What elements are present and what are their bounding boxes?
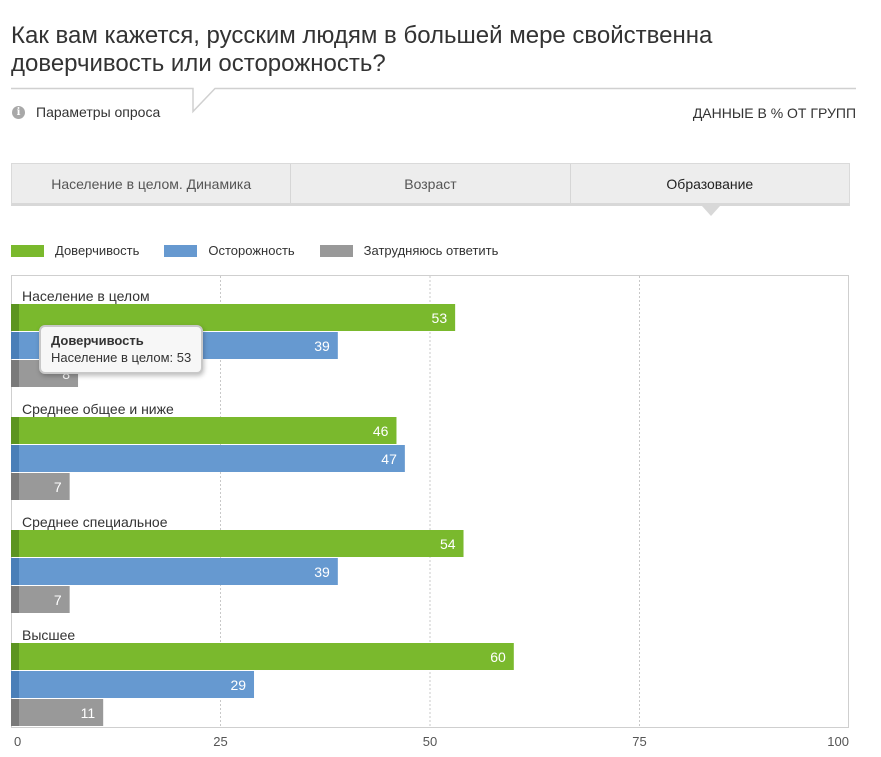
bar-value-label: 8 (62, 366, 70, 382)
active-tab-pointer (702, 206, 720, 216)
bar-value-label: 60 (490, 649, 506, 665)
bar-value-label: 54 (440, 536, 456, 552)
legend-label: Осторожность (208, 243, 295, 258)
survey-params-link[interactable]: i Параметры опроса (12, 104, 160, 120)
bar (11, 530, 464, 557)
bar (11, 445, 405, 472)
chart-legend: Доверчивость Осторожность Затрудняюсь от… (11, 243, 523, 258)
page-title: Как вам кажется, русским людям в большей… (11, 22, 713, 77)
category-label: Высшее (22, 627, 75, 643)
units-label: ДАННЫЕ В % ОТ ГРУПП (692, 105, 856, 121)
chart-plot-area (11, 275, 849, 728)
bar-marker (11, 473, 19, 500)
tooltip-title: Доверчивость (51, 333, 144, 348)
bar (11, 473, 70, 500)
category-label: Население в целом (22, 288, 150, 304)
bar-marker (11, 360, 19, 387)
category-label: Среднее общее и ниже (22, 401, 174, 417)
x-tick-label: 100 (827, 734, 849, 749)
bar-marker (11, 417, 19, 444)
legend-item-caution[interactable]: Осторожность (164, 243, 295, 258)
legend-swatch-trust (11, 244, 44, 257)
tab-bar: Население в целом. Динамика Возраст Обра… (11, 163, 850, 206)
bar-marker (11, 558, 19, 585)
tab-label: Образование (666, 175, 754, 192)
tab-age[interactable]: Возраст (291, 164, 571, 203)
bar-marker (11, 332, 19, 359)
bar (11, 586, 70, 613)
bar-value-label: 47 (381, 451, 397, 467)
header-divider (11, 87, 856, 114)
survey-params-label: Параметры опроса (36, 104, 161, 120)
tooltip-text: Население в целом: 53 (51, 350, 192, 365)
tab-population-dynamics[interactable]: Население в целом. Динамика (12, 164, 292, 203)
bar-value-label: 29 (230, 677, 246, 693)
bar-value-label: 39 (314, 338, 330, 354)
bar-marker (11, 445, 19, 472)
chart-tooltip: Доверчивость Население в целом: 53 (39, 325, 204, 374)
bar-marker (11, 699, 19, 726)
bar-marker (11, 671, 19, 698)
bar-marker (11, 530, 19, 557)
bar-marker (11, 643, 19, 670)
bar-value-label: 7 (54, 592, 62, 608)
x-tick-label: 75 (632, 734, 646, 749)
bar-value-label: 39 (314, 564, 330, 580)
legend-swatch-caution (164, 244, 198, 257)
legend-item-trust[interactable]: Доверчивость (11, 243, 139, 258)
bar (11, 417, 397, 444)
bar (11, 699, 104, 726)
bar-value-label: 53 (432, 310, 448, 326)
bar-marker (11, 586, 19, 613)
tab-label: Возраст (404, 175, 457, 192)
bar-value-label: 11 (81, 705, 96, 721)
category-label: Среднее специальное (22, 514, 168, 530)
bar-value-label: 46 (373, 423, 389, 439)
bar (11, 558, 338, 585)
legend-item-undecided[interactable]: Затрудняюсь ответить (319, 243, 499, 258)
x-tick-label: 0 (14, 734, 21, 749)
info-icon: i (12, 105, 25, 119)
tab-label: Население в целом. Динамика (51, 175, 252, 192)
bar (11, 671, 255, 698)
legend-label: Затрудняюсь ответить (363, 243, 499, 258)
tab-education[interactable]: Образование (571, 164, 849, 203)
legend-swatch-undecided (319, 244, 353, 257)
x-tick-label: 25 (213, 734, 227, 749)
bar-marker (11, 304, 19, 331)
bar (11, 643, 514, 670)
bar-value-label: 7 (54, 479, 62, 495)
legend-label: Доверчивость (55, 243, 140, 258)
x-tick-label: 50 (423, 734, 437, 749)
